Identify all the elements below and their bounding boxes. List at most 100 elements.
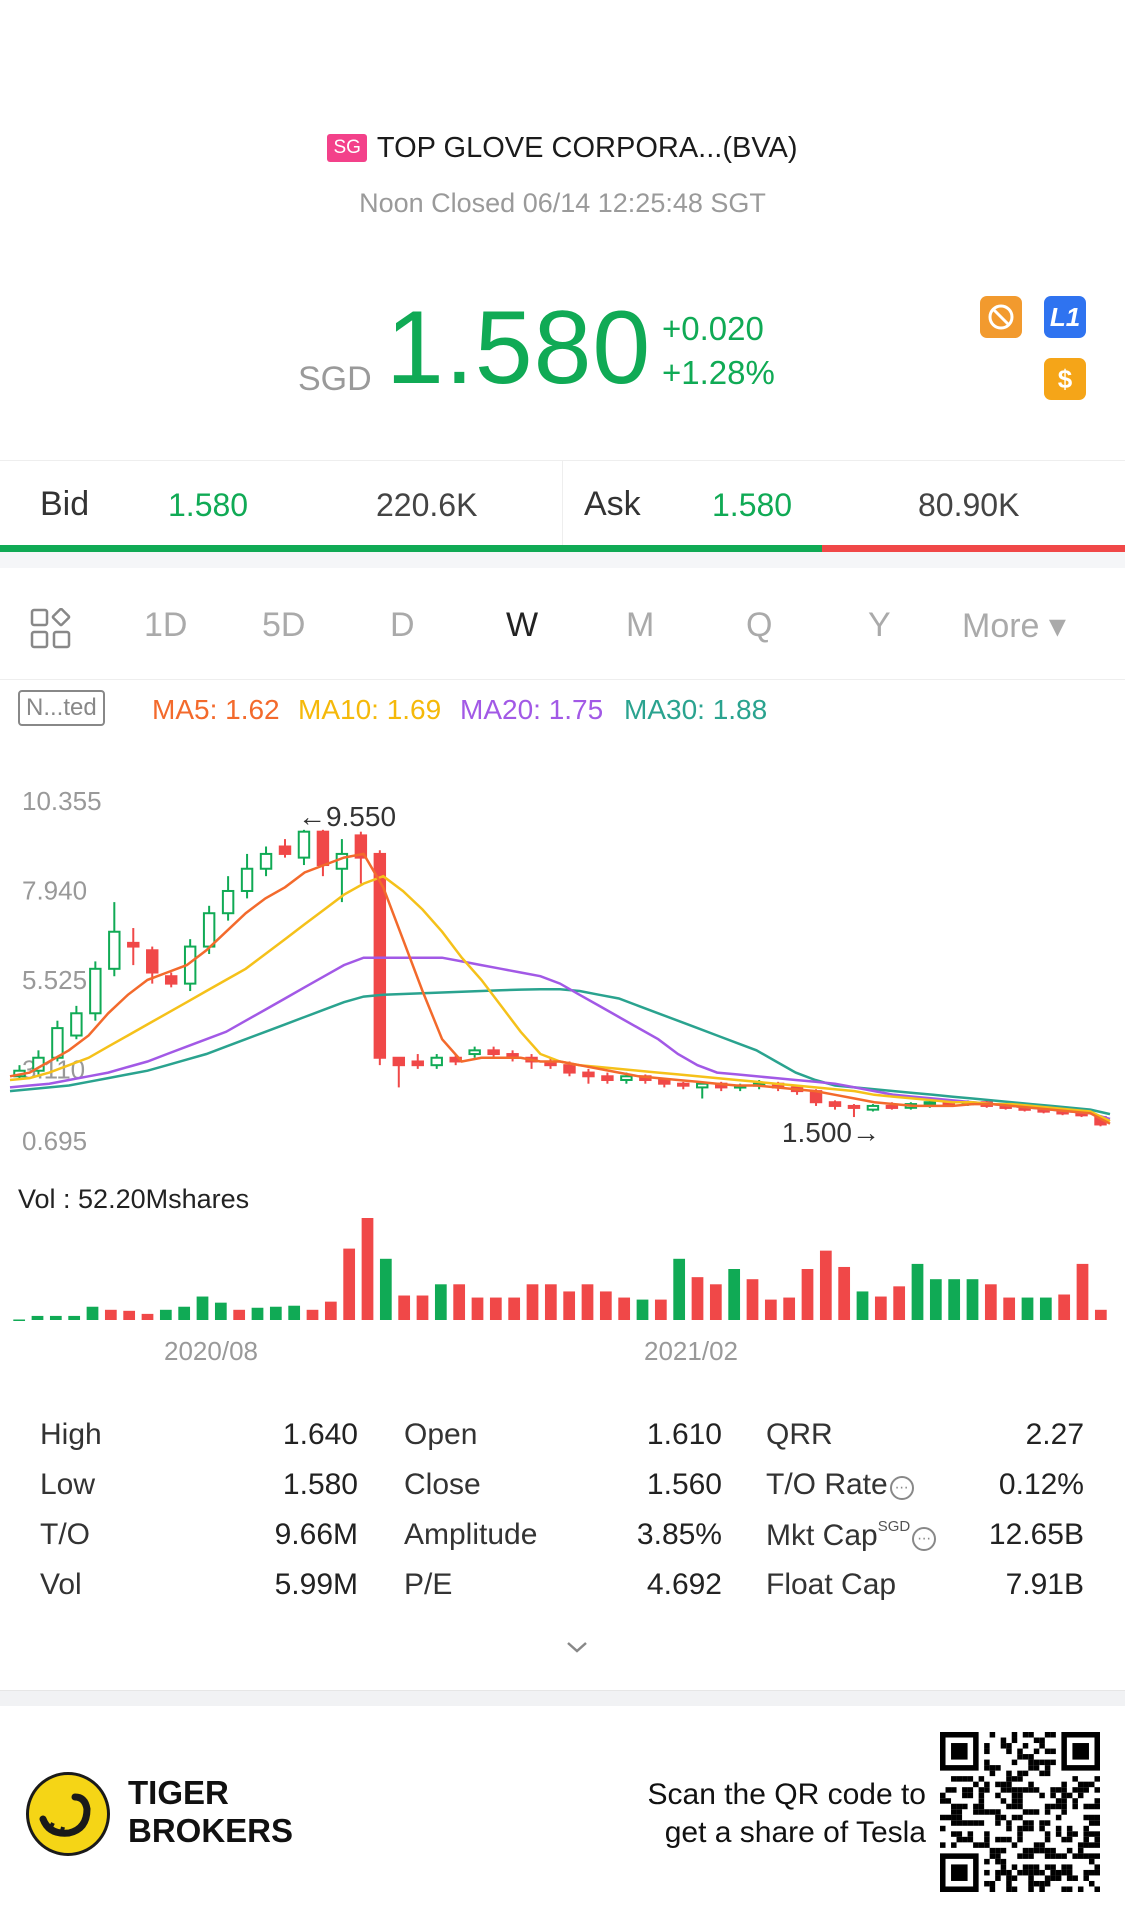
volume-bar	[966, 1279, 979, 1320]
tab-more[interactable]: More ▾	[962, 607, 1066, 645]
volume-bar	[159, 1309, 172, 1320]
qr-module	[1083, 1869, 1089, 1876]
qr-module	[1006, 1803, 1012, 1810]
qr-module	[1011, 1875, 1018, 1881]
qr-module	[1011, 1792, 1018, 1799]
qr-module	[1017, 1869, 1023, 1876]
indicator-grid-icon[interactable]	[30, 607, 72, 650]
dollar-icon[interactable]: $	[1044, 358, 1086, 400]
tab-1d[interactable]: 1D	[144, 606, 188, 644]
qr-module	[1033, 1759, 1040, 1766]
candle-body	[866, 1104, 880, 1111]
volume-bar	[288, 1305, 301, 1320]
qr-module	[1094, 1831, 1100, 1837]
volume-bar	[581, 1284, 594, 1320]
qr-code-icon[interactable]	[940, 1732, 1100, 1892]
adjustment-toggle[interactable]: N...ted	[18, 690, 105, 726]
qr-module	[1088, 1820, 1095, 1826]
y-tick-label: 5.525	[22, 965, 87, 995]
qr-module	[1066, 1825, 1073, 1832]
qr-module	[1044, 1732, 1051, 1738]
qr-module	[1000, 1737, 1007, 1744]
qr-module	[1077, 1787, 1084, 1793]
stat-label-close: Close	[404, 1468, 481, 1501]
level1-icon[interactable]: L1	[1044, 296, 1086, 338]
qr-module	[1006, 1770, 1012, 1777]
candle-body	[468, 1049, 481, 1056]
qr-module	[1083, 1842, 1089, 1848]
qr-module	[1077, 1853, 1084, 1859]
stat-label-pe: P/E	[404, 1568, 453, 1601]
expand-chevron-icon[interactable]	[566, 1636, 588, 1658]
qr-module	[1033, 1842, 1040, 1848]
qr-module	[973, 1820, 979, 1826]
qr-module	[956, 1803, 963, 1810]
tab-5d[interactable]: 5D	[262, 606, 306, 644]
volume-bar	[948, 1279, 961, 1320]
tab-w[interactable]: W	[506, 606, 539, 644]
qr-module	[1094, 1820, 1100, 1826]
qr-module	[1033, 1787, 1040, 1793]
qr-module	[1094, 1869, 1100, 1876]
volume-bar	[893, 1286, 906, 1320]
qr-module	[1094, 1776, 1100, 1782]
qr-module	[978, 1842, 985, 1848]
qr-module	[962, 1787, 968, 1793]
qr-module	[1072, 1875, 1078, 1881]
period-tabs: 1D 5D D W M Q Y More ▾	[0, 580, 1125, 680]
qr-module	[1072, 1831, 1078, 1837]
qr-module	[1077, 1847, 1084, 1854]
qr-module	[945, 1814, 952, 1821]
qr-module	[984, 1748, 990, 1755]
qr-module	[962, 1803, 968, 1810]
y-tick-label: 7.940	[22, 876, 87, 906]
candle-body	[601, 1075, 614, 1081]
stock-name[interactable]: TOP GLOVE CORPORA...(BVA)	[376, 132, 798, 164]
no-short-icon[interactable]	[980, 296, 1022, 338]
qr-module	[1022, 1847, 1029, 1854]
info-icon[interactable]: ⋯	[889, 1476, 914, 1500]
qr-module	[1028, 1880, 1034, 1887]
qr-module	[951, 1814, 957, 1821]
qr-module	[1055, 1803, 1062, 1810]
stat-value-mkt-cap: 12.65B	[988, 1518, 1084, 1551]
tab-m[interactable]: M	[626, 606, 655, 644]
qr-module	[962, 1820, 968, 1826]
candle-body	[51, 1027, 64, 1059]
info-icon[interactable]: ⋯	[912, 1527, 937, 1551]
qr-module	[956, 1809, 963, 1815]
qr-module	[1039, 1842, 1045, 1848]
volume-bar	[618, 1297, 631, 1320]
qr-module	[1077, 1842, 1084, 1848]
tab-d[interactable]: D	[390, 606, 415, 644]
qr-module	[978, 1798, 985, 1804]
qr-module	[1061, 1798, 1067, 1804]
qr-module	[1044, 1820, 1051, 1826]
volume-bar	[783, 1297, 796, 1320]
volume-bar	[453, 1284, 466, 1320]
qr-module	[1050, 1803, 1056, 1810]
volume-bar	[654, 1299, 667, 1320]
volume-bar	[1003, 1297, 1016, 1320]
qr-module	[1055, 1831, 1062, 1837]
bid-ask-panel[interactable]: Bid 1.580 220.6K Ask 1.580 80.90K	[0, 460, 1125, 552]
qr-module	[1039, 1737, 1045, 1744]
qr-module	[1006, 1776, 1012, 1782]
qr-finder	[951, 1743, 968, 1760]
stat-value-close: 1.560	[646, 1468, 722, 1501]
tab-y[interactable]: Y	[868, 606, 891, 644]
qr-module	[1028, 1820, 1034, 1826]
tab-q[interactable]: Q	[746, 606, 773, 644]
stat-value-open: 1.610	[646, 1418, 722, 1451]
ma30-line	[9, 987, 1111, 1116]
qr-module	[995, 1858, 1001, 1865]
qr-module	[1077, 1886, 1084, 1892]
qr-module	[1039, 1820, 1045, 1826]
qr-module	[1044, 1831, 1051, 1837]
qr-module	[973, 1803, 979, 1810]
qr-module	[962, 1792, 968, 1799]
qr-module	[1044, 1748, 1051, 1755]
qr-module	[1017, 1825, 1023, 1832]
qr-module	[1088, 1831, 1095, 1837]
